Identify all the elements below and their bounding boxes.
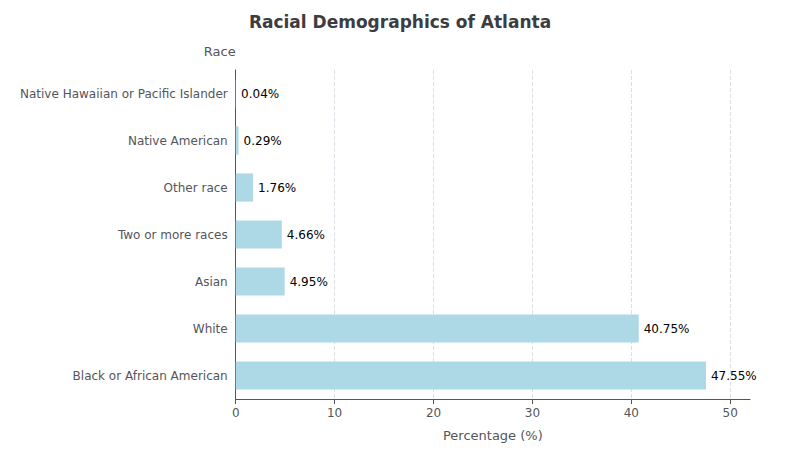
svg-text:Racial Demographics of Atlanta: Racial Demographics of Atlanta xyxy=(249,12,551,32)
svg-text:Native Hawaiian or Pacific Isl: Native Hawaiian or Pacific Islander xyxy=(20,87,228,101)
svg-text:0: 0 xyxy=(232,406,240,420)
svg-text:1.76%: 1.76% xyxy=(258,181,296,195)
svg-text:Asian: Asian xyxy=(195,275,228,289)
svg-text:Native American: Native American xyxy=(128,134,228,148)
svg-text:Percentage (%): Percentage (%) xyxy=(443,428,543,443)
svg-text:40: 40 xyxy=(624,406,639,420)
svg-text:30: 30 xyxy=(525,406,540,420)
svg-text:White: White xyxy=(193,322,228,336)
svg-text:Race: Race xyxy=(204,44,236,59)
svg-text:0.29%: 0.29% xyxy=(244,134,282,148)
svg-text:10: 10 xyxy=(327,406,342,420)
svg-text:Other race: Other race xyxy=(164,181,228,195)
svg-text:Two or more races: Two or more races xyxy=(117,228,228,242)
svg-text:40.75%: 40.75% xyxy=(644,322,690,336)
svg-text:4.66%: 4.66% xyxy=(287,228,325,242)
svg-text:4.95%: 4.95% xyxy=(290,275,328,289)
svg-text:47.55%: 47.55% xyxy=(711,369,757,383)
svg-text:20: 20 xyxy=(426,406,441,420)
svg-text:Black or African American: Black or African American xyxy=(73,369,228,383)
svg-text:0.04%: 0.04% xyxy=(241,87,279,101)
svg-text:50: 50 xyxy=(723,406,738,420)
